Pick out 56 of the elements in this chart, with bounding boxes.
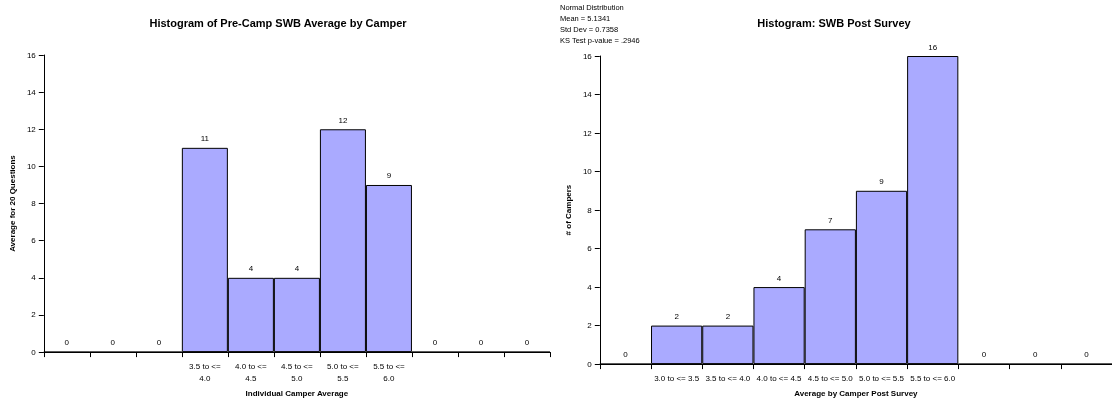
data-label: 0 — [981, 350, 987, 360]
data-label: 0 — [110, 338, 116, 348]
y-tick-label: 12 — [582, 128, 593, 138]
x-tick-label: 3.5 to <= 4.0 — [189, 361, 221, 383]
data-label: 4 — [294, 264, 300, 274]
data-label: 0 — [64, 338, 70, 348]
x-tick-label: 5.5 to <= 6.0 — [373, 361, 406, 383]
chart-title: Histogram: SWB Post Survey — [757, 16, 912, 29]
data-label: 0 — [156, 338, 162, 348]
y-tick-label: 2 — [587, 321, 593, 331]
data-label: 4 — [776, 273, 782, 283]
x-tick-label: 3.5 to <= 4.0 — [705, 373, 751, 383]
data-label: 12 — [338, 115, 348, 125]
y-tick-label: 8 — [587, 205, 593, 215]
y-tick-label: 4 — [31, 273, 37, 283]
y-tick-label: 14 — [582, 90, 593, 100]
x-tick-label: 4.0 to <= 4.5 — [235, 361, 267, 383]
data-label: 4 — [248, 264, 254, 274]
y-tick-label: 6 — [587, 244, 593, 254]
chart-title: Histogram of Pre-Camp SWB Average by Camper — [149, 16, 408, 29]
y-tick-label: 16 — [26, 50, 37, 60]
x-tick-label: 4.0 to <= 4.5 — [756, 373, 803, 383]
y-tick-label: 8 — [31, 199, 37, 209]
data-label: 0 — [478, 338, 484, 348]
y-tick-label: 10 — [582, 167, 593, 177]
x-tick-label: 5.0 to <= 5.5 — [327, 361, 360, 383]
data-label: 9 — [386, 171, 392, 181]
data-label: 0 — [524, 338, 530, 348]
y-tick-label: 12 — [26, 124, 37, 134]
data-label: 0 — [1084, 350, 1090, 360]
x-axis-title: Average by Camper Post Survey — [794, 388, 919, 398]
data-label: 11 — [200, 134, 210, 144]
data-label: 2 — [725, 312, 731, 322]
data-label: 9 — [879, 177, 885, 187]
y-tick-label: 14 — [26, 87, 37, 97]
x-tick-label: 3.0 to <= 3.5 — [654, 373, 700, 383]
y-tick-label: 16 — [582, 51, 593, 61]
y-tick-label: 0 — [31, 347, 37, 357]
data-label: 0 — [432, 338, 438, 348]
x-axis-title: Individual Camper Average — [245, 388, 349, 398]
y-tick-label: 0 — [587, 359, 593, 369]
x-tick-label: 5.0 to <= 5.5 — [859, 373, 905, 383]
y-axis-title: Average for 20 Questions — [7, 154, 17, 252]
x-tick-label: 4.5 to <= 5.0 — [807, 373, 854, 383]
x-tick-label: 4.5 to <= 5.0 — [281, 361, 314, 383]
x-tick-label: 5.5 to <= 6.0 — [910, 373, 956, 383]
y-tick-label: 10 — [26, 161, 37, 171]
data-label: 2 — [674, 312, 680, 322]
y-tick-label: 2 — [31, 310, 37, 320]
y-tick-label: 4 — [587, 282, 593, 292]
data-label: 7 — [828, 215, 834, 225]
data-label: 0 — [1032, 350, 1038, 360]
y-axis-title: # of Campers — [563, 184, 573, 236]
data-label: 16 — [928, 42, 938, 52]
data-label: 0 — [623, 350, 629, 360]
y-tick-label: 6 — [31, 236, 37, 246]
